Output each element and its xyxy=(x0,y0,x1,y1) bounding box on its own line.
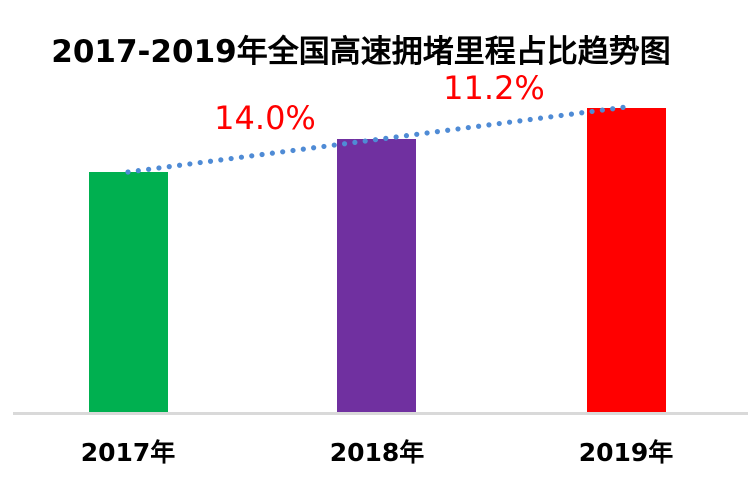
x-axis-label-2019: 2019年 xyxy=(578,438,674,467)
growth-label-14-percent: 14.0% xyxy=(214,99,316,137)
bar-2017 xyxy=(89,172,168,412)
x-axis-label-2018: 2018年 xyxy=(329,438,425,467)
bar-2019 xyxy=(587,108,666,412)
chart-title: 2017-2019年全国高速拥堵里程占比趋势图 xyxy=(51,34,671,70)
bar-2018 xyxy=(337,139,416,412)
x-axis-line xyxy=(13,412,748,415)
growth-label-11-percent: 11.2% xyxy=(443,69,545,107)
x-axis-label-2017: 2017年 xyxy=(80,438,176,467)
